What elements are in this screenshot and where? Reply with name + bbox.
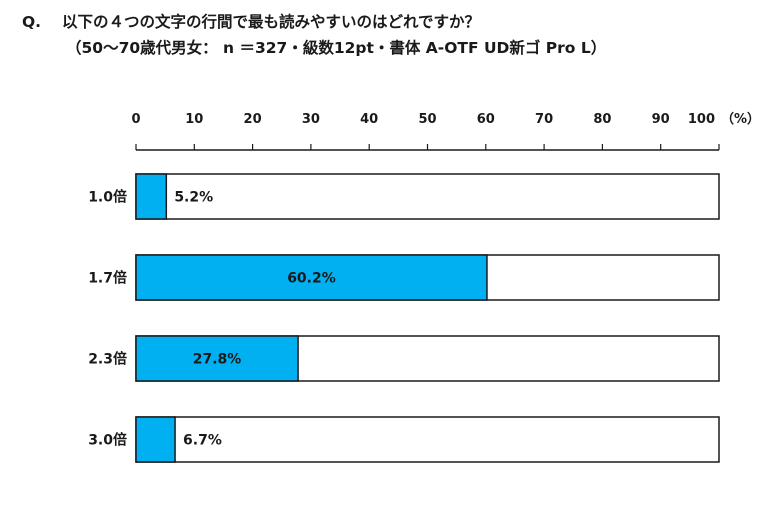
bar: [135, 254, 488, 301]
question-prefix: Q.: [22, 13, 42, 31]
category-label: 1.7倍: [88, 270, 127, 287]
bar: [135, 173, 168, 220]
category-label: 3.0倍: [88, 432, 127, 449]
x-tick-label: 50: [418, 112, 436, 127]
x-tick-label: 40: [360, 112, 378, 127]
x-tick-label: 20: [244, 112, 262, 127]
bar-track: [135, 173, 720, 220]
value-label: 5.2%: [174, 190, 213, 206]
x-axis-unit-label: （%）: [721, 111, 760, 127]
x-tick-label: 60: [477, 112, 495, 127]
x-tick-label: 70: [535, 112, 553, 127]
value-label: 27.8%: [193, 352, 242, 368]
question-line: Q. 以下の４つの文字の行間で最も読みやすいのはどれですか？: [22, 10, 480, 32]
x-tick-label: 90: [652, 112, 670, 127]
x-tick-label: 10: [185, 112, 203, 127]
bar: [135, 335, 299, 382]
value-label: 60.2%: [287, 271, 336, 287]
survey-conditions: （50〜70歳代男女： n ＝327・級数12pt・書体 A-OTF UD新ゴ …: [66, 39, 607, 57]
x-tick-label: 30: [302, 112, 320, 127]
x-tick-label: 0: [131, 112, 140, 127]
value-label: 6.7%: [183, 433, 222, 449]
category-label: 2.3倍: [88, 351, 127, 368]
x-tick-label: 100: [688, 112, 715, 127]
x-tick-label: 80: [593, 112, 611, 127]
question-text: 以下の４つの文字の行間で最も読みやすいのはどれですか？: [62, 13, 481, 31]
bar-track: [135, 416, 720, 463]
category-label: 1.0倍: [88, 189, 127, 206]
bar: [135, 416, 176, 463]
